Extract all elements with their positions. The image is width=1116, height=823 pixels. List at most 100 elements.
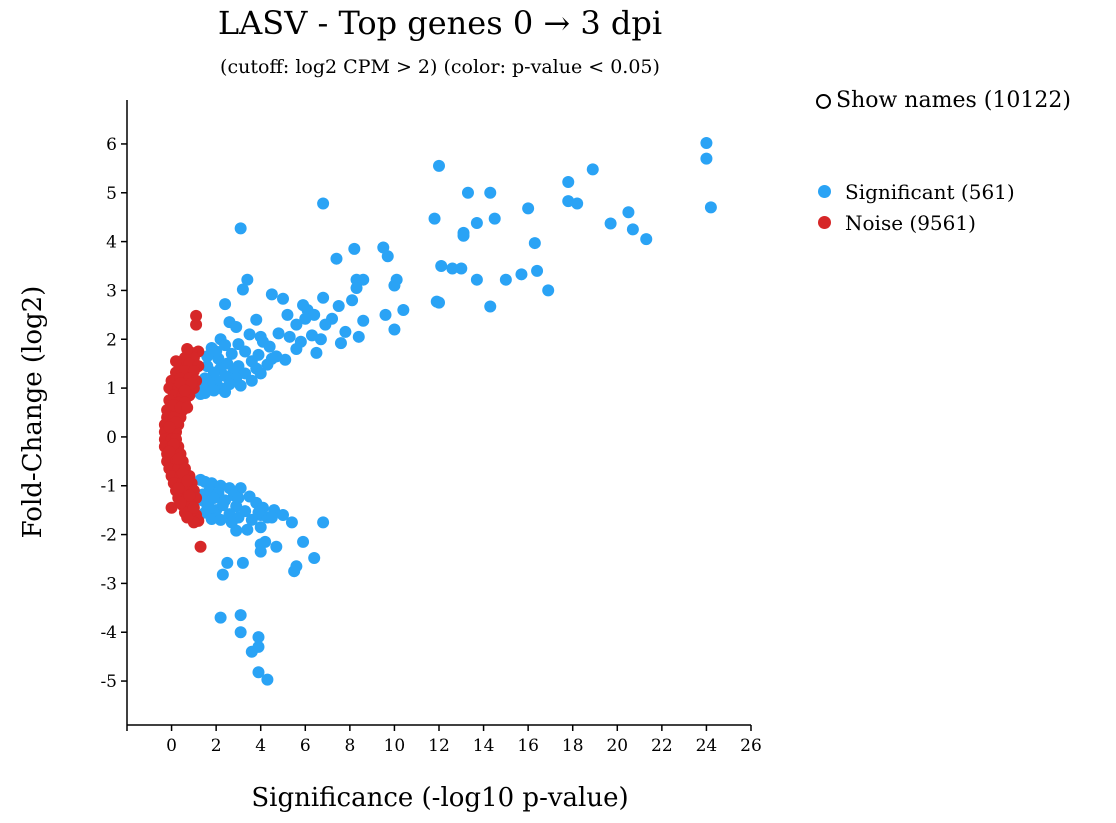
point-significant[interactable] xyxy=(586,163,599,176)
point-significant[interactable] xyxy=(700,152,713,165)
point-significant[interactable] xyxy=(455,262,468,275)
point-significant[interactable] xyxy=(433,159,445,172)
point-significant[interactable] xyxy=(435,260,448,273)
point-noise[interactable] xyxy=(187,501,200,514)
point-significant[interactable] xyxy=(470,217,483,230)
point-significant[interactable] xyxy=(346,294,359,307)
point-significant[interactable] xyxy=(245,645,258,658)
point-noise[interactable] xyxy=(178,384,191,397)
point-significant[interactable] xyxy=(277,509,289,522)
point-significant[interactable] xyxy=(357,273,370,286)
point-noise[interactable] xyxy=(183,489,196,502)
point-significant[interactable] xyxy=(201,350,214,363)
point-significant[interactable] xyxy=(297,535,310,548)
point-significant[interactable] xyxy=(265,511,278,524)
point-significant[interactable] xyxy=(457,229,470,242)
point-significant[interactable] xyxy=(219,385,232,398)
point-significant[interactable] xyxy=(352,330,365,343)
point-significant[interactable] xyxy=(428,212,441,225)
legend-item-significant[interactable]: Significant (561) xyxy=(818,176,1015,207)
point-significant[interactable] xyxy=(319,318,332,331)
point-significant[interactable] xyxy=(381,250,394,263)
point-significant[interactable] xyxy=(562,176,575,189)
point-significant[interactable] xyxy=(210,345,223,358)
point-significant[interactable] xyxy=(285,516,298,529)
point-significant[interactable] xyxy=(626,223,639,236)
point-noise[interactable] xyxy=(172,452,185,465)
point-significant[interactable] xyxy=(571,197,584,210)
point-significant[interactable] xyxy=(219,298,232,311)
point-significant[interactable] xyxy=(214,611,227,624)
point-significant[interactable] xyxy=(317,291,330,304)
legend-item-noise[interactable]: Noise (9561) xyxy=(818,207,1015,238)
point-significant[interactable] xyxy=(254,521,267,534)
point-significant[interactable] xyxy=(433,296,445,309)
point-significant[interactable] xyxy=(397,303,410,316)
point-significant[interactable] xyxy=(225,516,238,529)
point-noise[interactable] xyxy=(190,309,203,322)
point-significant[interactable] xyxy=(388,279,401,292)
point-significant[interactable] xyxy=(252,631,265,644)
point-significant[interactable] xyxy=(241,273,254,286)
point-significant[interactable] xyxy=(290,343,303,356)
point-significant[interactable] xyxy=(236,556,249,569)
radio-circle-icon[interactable] xyxy=(816,94,831,109)
point-noise[interactable] xyxy=(163,421,176,434)
point-significant[interactable] xyxy=(239,345,252,358)
point-significant[interactable] xyxy=(214,513,227,526)
point-significant[interactable] xyxy=(252,506,265,519)
point-significant[interactable] xyxy=(640,233,653,246)
point-significant[interactable] xyxy=(243,328,256,341)
point-significant[interactable] xyxy=(339,325,352,338)
point-significant[interactable] xyxy=(314,333,327,346)
point-significant[interactable] xyxy=(348,242,361,255)
point-significant[interactable] xyxy=(234,626,247,639)
point-significant[interactable] xyxy=(388,323,401,336)
point-significant[interactable] xyxy=(216,568,229,581)
point-significant[interactable] xyxy=(531,264,544,277)
point-significant[interactable] xyxy=(700,136,713,149)
point-significant[interactable] xyxy=(234,379,247,392)
point-noise[interactable] xyxy=(172,482,185,495)
point-significant[interactable] xyxy=(283,330,296,343)
point-significant[interactable] xyxy=(317,197,330,210)
point-significant[interactable] xyxy=(484,300,497,313)
point-significant[interactable] xyxy=(232,491,245,504)
point-significant[interactable] xyxy=(265,288,278,301)
point-significant[interactable] xyxy=(470,273,483,286)
point-significant[interactable] xyxy=(205,512,218,525)
point-significant[interactable] xyxy=(254,367,267,380)
point-significant[interactable] xyxy=(234,222,247,235)
point-significant[interactable] xyxy=(704,201,717,214)
point-significant[interactable] xyxy=(272,327,285,340)
point-significant[interactable] xyxy=(604,217,617,230)
point-noise[interactable] xyxy=(181,474,194,487)
point-noise[interactable] xyxy=(181,343,194,356)
point-significant[interactable] xyxy=(330,252,343,265)
point-noise[interactable] xyxy=(194,540,207,553)
point-significant[interactable] xyxy=(515,268,528,281)
point-significant[interactable] xyxy=(234,609,247,622)
point-noise[interactable] xyxy=(174,496,187,509)
point-significant[interactable] xyxy=(542,284,555,297)
point-significant[interactable] xyxy=(199,386,211,399)
point-significant[interactable] xyxy=(622,206,635,219)
point-significant[interactable] xyxy=(334,337,347,350)
point-significant[interactable] xyxy=(290,318,303,331)
point-significant[interactable] xyxy=(230,321,243,334)
point-significant[interactable] xyxy=(261,673,274,686)
point-noise[interactable] xyxy=(181,511,194,524)
point-significant[interactable] xyxy=(225,347,238,360)
point-significant[interactable] xyxy=(308,552,321,565)
point-significant[interactable] xyxy=(379,308,392,321)
point-significant[interactable] xyxy=(357,314,370,327)
point-noise[interactable] xyxy=(163,445,176,458)
point-significant[interactable] xyxy=(236,283,249,296)
point-noise[interactable] xyxy=(165,501,178,514)
point-significant[interactable] xyxy=(350,281,363,294)
point-significant[interactable] xyxy=(270,540,283,553)
point-significant[interactable] xyxy=(265,352,278,365)
point-significant[interactable] xyxy=(461,186,474,199)
point-significant[interactable] xyxy=(299,312,312,325)
point-significant[interactable] xyxy=(279,353,292,366)
